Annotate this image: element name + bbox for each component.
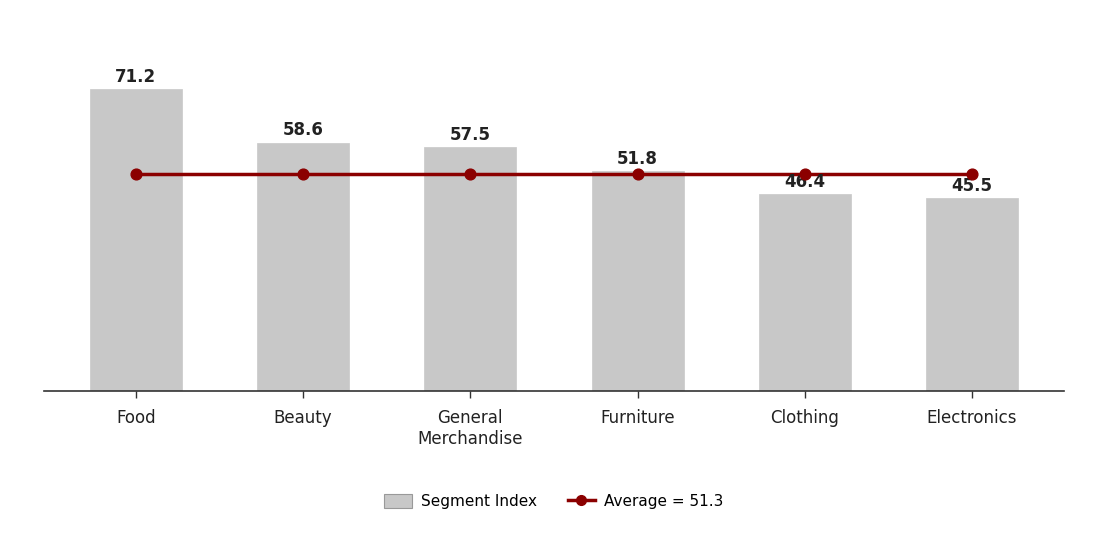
Bar xyxy=(425,147,517,391)
Text: 46.4: 46.4 xyxy=(784,173,825,191)
Text: 51.8: 51.8 xyxy=(618,150,658,168)
Bar xyxy=(90,89,182,391)
Point xyxy=(796,169,814,178)
Point xyxy=(294,169,312,178)
Text: 45.5: 45.5 xyxy=(951,176,993,195)
Bar xyxy=(926,198,1018,391)
Legend: Segment Index, Average = 51.3: Segment Index, Average = 51.3 xyxy=(378,488,730,515)
Point xyxy=(629,169,646,178)
Bar xyxy=(759,194,851,391)
Point xyxy=(127,169,145,178)
Text: 58.6: 58.6 xyxy=(283,121,324,139)
Bar xyxy=(257,143,349,391)
Text: 57.5: 57.5 xyxy=(450,126,490,144)
Point xyxy=(462,169,479,178)
Bar xyxy=(591,172,683,391)
Point xyxy=(963,169,981,178)
Text: 71.2: 71.2 xyxy=(115,68,157,86)
